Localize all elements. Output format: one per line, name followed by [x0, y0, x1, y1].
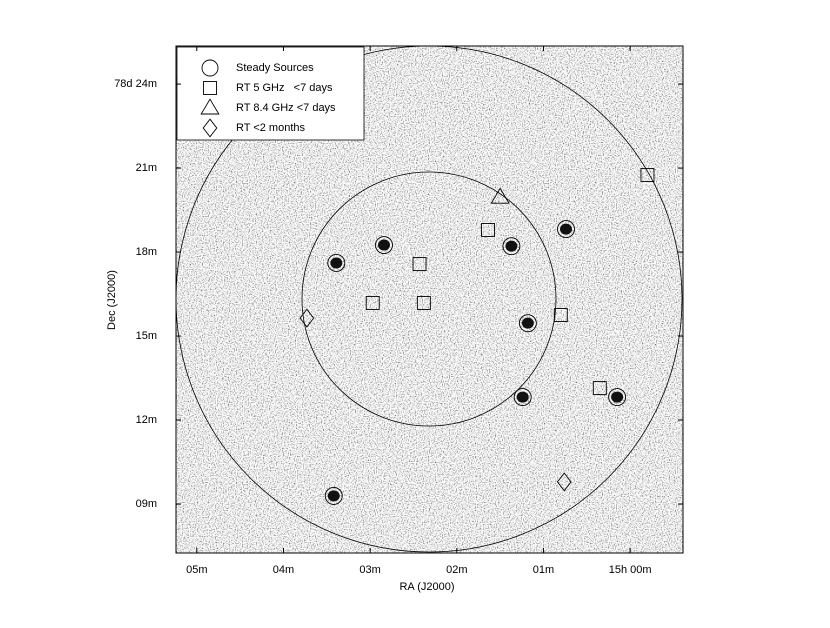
source-blob: [516, 391, 529, 403]
x-axis-label: RA (J2000): [399, 581, 454, 593]
circle-marker: [327, 254, 346, 272]
circle-marker: [557, 220, 575, 239]
y-tick-label: 15m: [136, 330, 157, 342]
legend-label: RT <2 months: [236, 122, 305, 134]
square-marker: [203, 81, 217, 95]
source-blob: [327, 490, 340, 502]
source-blob: [505, 240, 518, 252]
circle-marker: [608, 388, 627, 407]
y-tick-label: 18m: [136, 246, 157, 258]
inner-field-circle: [301, 171, 557, 427]
triangle-marker: [200, 98, 220, 115]
legend-label: RT 8.4 GHz <7 days: [236, 102, 336, 114]
diamond-marker: [299, 308, 315, 328]
steady-source: [327, 254, 346, 272]
outer-field-circle: [176, 46, 683, 553]
source-blob: [560, 223, 572, 235]
diamond-marker: [556, 472, 572, 492]
square-marker: [412, 257, 427, 272]
legend: Steady Sources RT 5 GHz <7 days RT 8.4 GHz…: [176, 46, 365, 141]
steady-source: [518, 314, 537, 333]
square-marker: [592, 381, 607, 396]
square-marker: [640, 168, 655, 183]
x-tick-label: 02m: [446, 564, 467, 576]
square-marker: [481, 222, 495, 237]
legend-label: Steady Sources: [236, 62, 314, 74]
y-tick-label: 78d 24m: [114, 78, 157, 90]
x-tick-label: 01m: [533, 564, 554, 576]
y-tick-label: 09m: [136, 498, 157, 510]
steady-source: [502, 237, 521, 256]
circle-marker: [502, 237, 521, 256]
circle-marker: [375, 236, 393, 254]
legend-box: [176, 46, 365, 141]
steady-source: [324, 486, 343, 505]
steady-source: [375, 236, 393, 254]
y-tick-label: 12m: [136, 414, 157, 426]
square-marker: [416, 296, 431, 310]
x-tick-label: 15h 00m: [609, 564, 652, 576]
circle-marker: [324, 486, 343, 505]
x-tick-label: 05m: [186, 564, 207, 576]
x-tick-label: 04m: [273, 564, 294, 576]
circle-marker: [201, 59, 219, 77]
triangle-marker: [490, 187, 510, 204]
y-tick-label: 21m: [136, 162, 157, 174]
source-blob: [378, 239, 390, 251]
x-tick-label: 03m: [359, 564, 380, 576]
legend-label: RT 5 GHz <7 days: [236, 82, 333, 94]
source-blob: [330, 257, 343, 269]
source-blob: [521, 317, 534, 329]
y-axis-label: Dec (J2000): [106, 270, 118, 330]
steady-source: [608, 388, 627, 407]
steady-source: [557, 220, 575, 239]
plot-frame: [175, 45, 684, 554]
circle-marker: [513, 388, 532, 407]
source-blob: [611, 391, 624, 403]
square-marker: [365, 296, 380, 310]
steady-source: [513, 388, 532, 407]
square-marker: [553, 308, 568, 322]
circle-marker: [518, 314, 537, 333]
diamond-marker: [202, 118, 218, 138]
